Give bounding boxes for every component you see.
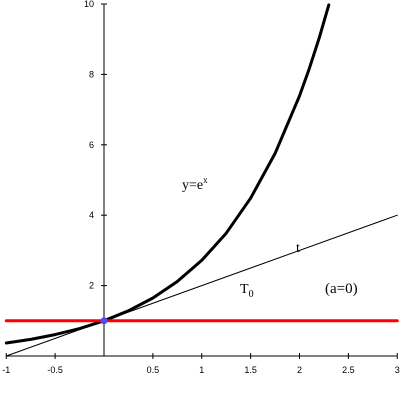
series-layer xyxy=(4,3,399,357)
x-tick-label: -0.5 xyxy=(47,365,63,375)
tangent-mark: t xyxy=(296,241,300,256)
param-label: (a=0) xyxy=(325,281,358,297)
x-tick-label: 0.5 xyxy=(147,365,160,375)
curve-label: y=ex xyxy=(182,175,208,193)
x-tick-label: 1.5 xyxy=(244,365,257,375)
y-tick-label: 6 xyxy=(89,140,94,150)
tangent-label: T0 xyxy=(240,282,254,300)
x-tick-label: 2 xyxy=(297,365,302,375)
y-ticks: 2 4 6 8 10 xyxy=(84,0,107,291)
annotations: y=ex t T0 (a=0) xyxy=(182,175,358,300)
tangent-line xyxy=(5,214,398,357)
x-tick-label: -1 xyxy=(2,365,10,375)
y-tick-label: 2 xyxy=(89,281,94,291)
exp-curve xyxy=(4,3,331,345)
y-tick-label: 10 xyxy=(84,0,94,9)
x-tick-label: 1 xyxy=(199,365,204,375)
x-tick-label: 3 xyxy=(395,365,400,375)
x-tick-label: 2.5 xyxy=(342,365,355,375)
x-ticks: -1 -0.5 0.5 1 1.5 2 2.5 3 xyxy=(2,353,400,375)
y-tick-label: 8 xyxy=(89,69,94,79)
tangent-point xyxy=(100,317,108,325)
y-tick-label: 4 xyxy=(89,210,94,220)
